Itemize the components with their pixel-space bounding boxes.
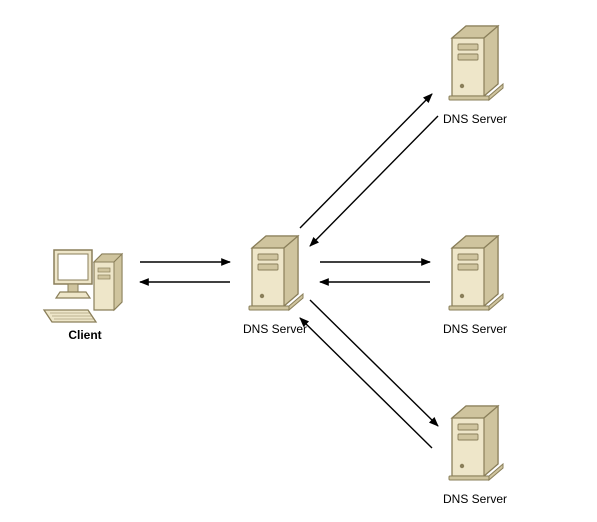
dns-server-label: DNS Server bbox=[443, 492, 507, 506]
arrow bbox=[300, 94, 432, 228]
dns-server-mid-node: DNS Server bbox=[440, 230, 510, 325]
dns-server-label: DNS Server bbox=[443, 322, 507, 336]
client-label: Client bbox=[68, 328, 101, 342]
arrow bbox=[310, 300, 438, 426]
arrow bbox=[300, 318, 432, 448]
dns-server-center-node: DNS Server bbox=[240, 230, 310, 325]
dns-server-label: DNS Server bbox=[243, 322, 307, 336]
arrow bbox=[310, 116, 438, 246]
client-node: Client bbox=[40, 240, 130, 335]
diagram-canvas: Client DNS Server DNS Server DNS Server bbox=[0, 0, 597, 522]
dns-server-bottom-node: DNS Server bbox=[440, 400, 510, 495]
dns-server-label: DNS Server bbox=[443, 112, 507, 126]
dns-server-top-node: DNS Server bbox=[440, 20, 510, 115]
